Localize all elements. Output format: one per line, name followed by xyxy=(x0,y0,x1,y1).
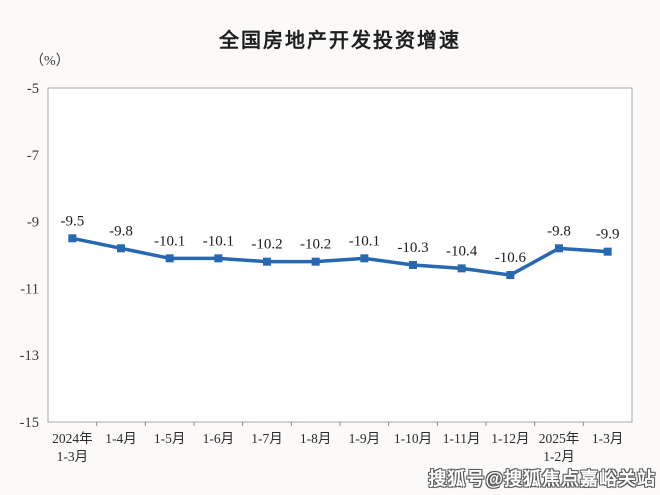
data-point-marker xyxy=(409,261,417,270)
data-point-marker xyxy=(506,271,515,280)
y-tick-label: -9 xyxy=(27,215,39,231)
x-category-label: 1-6月 xyxy=(203,431,235,446)
data-point-marker xyxy=(263,257,271,266)
data-point-marker xyxy=(555,244,563,253)
x-category-label: 1-7月 xyxy=(251,431,283,446)
y-tick-label: -5 xyxy=(27,81,39,97)
data-point-marker xyxy=(68,234,77,243)
x-category-label: 1-8月 xyxy=(300,431,332,446)
x-category-label: 2024年 1-3月 xyxy=(52,431,93,464)
data-point-marker xyxy=(117,244,125,253)
x-category-label: 1-11月 xyxy=(443,431,481,446)
data-point-marker xyxy=(311,257,320,266)
x-category-label: 1-4月 xyxy=(105,431,137,446)
data-point-marker xyxy=(457,264,466,273)
data-point-label: -10.1 xyxy=(154,233,185,249)
x-category-label: 1-3月 xyxy=(592,431,624,446)
data-point-marker xyxy=(214,254,223,263)
data-point-label: -10.6 xyxy=(495,250,527,266)
data-point-label: -10.2 xyxy=(300,237,331,253)
x-category-label: 1-5月 xyxy=(154,431,186,446)
y-tick-label: -15 xyxy=(20,415,39,431)
data-point-label: -10.1 xyxy=(203,233,234,249)
x-category-label: 1-12月 xyxy=(491,431,529,446)
trend-line xyxy=(70,236,610,277)
data-point-label: -9.8 xyxy=(547,223,571,239)
data-point-marker xyxy=(360,254,369,263)
data-point-label: -10.2 xyxy=(251,237,282,253)
watermark: 搜狐号@搜狐焦点嘉峪关站 xyxy=(428,469,656,489)
y-axis-unit-label: （%） xyxy=(30,54,70,69)
data-point-marker xyxy=(165,254,174,263)
x-category-label: 1-9月 xyxy=(349,431,381,446)
chart-title: 全国房地产开发投资增速 xyxy=(219,30,461,52)
data-point-label: -10.4 xyxy=(446,243,478,259)
data-point-label: -9.5 xyxy=(60,213,84,229)
data-point-label: -9.8 xyxy=(109,223,133,239)
y-tick-label: -7 xyxy=(27,148,39,164)
y-tick-label: -13 xyxy=(20,348,39,364)
data-point-marker xyxy=(603,247,612,256)
data-point-label: -10.3 xyxy=(397,240,428,256)
data-point-label: -9.9 xyxy=(596,227,620,243)
data-point-label: -10.1 xyxy=(349,233,380,249)
y-tick-label: -11 xyxy=(20,281,39,297)
x-category-label: 1-10月 xyxy=(394,431,432,446)
x-category-label: 2025年 1-2月 xyxy=(539,431,580,464)
